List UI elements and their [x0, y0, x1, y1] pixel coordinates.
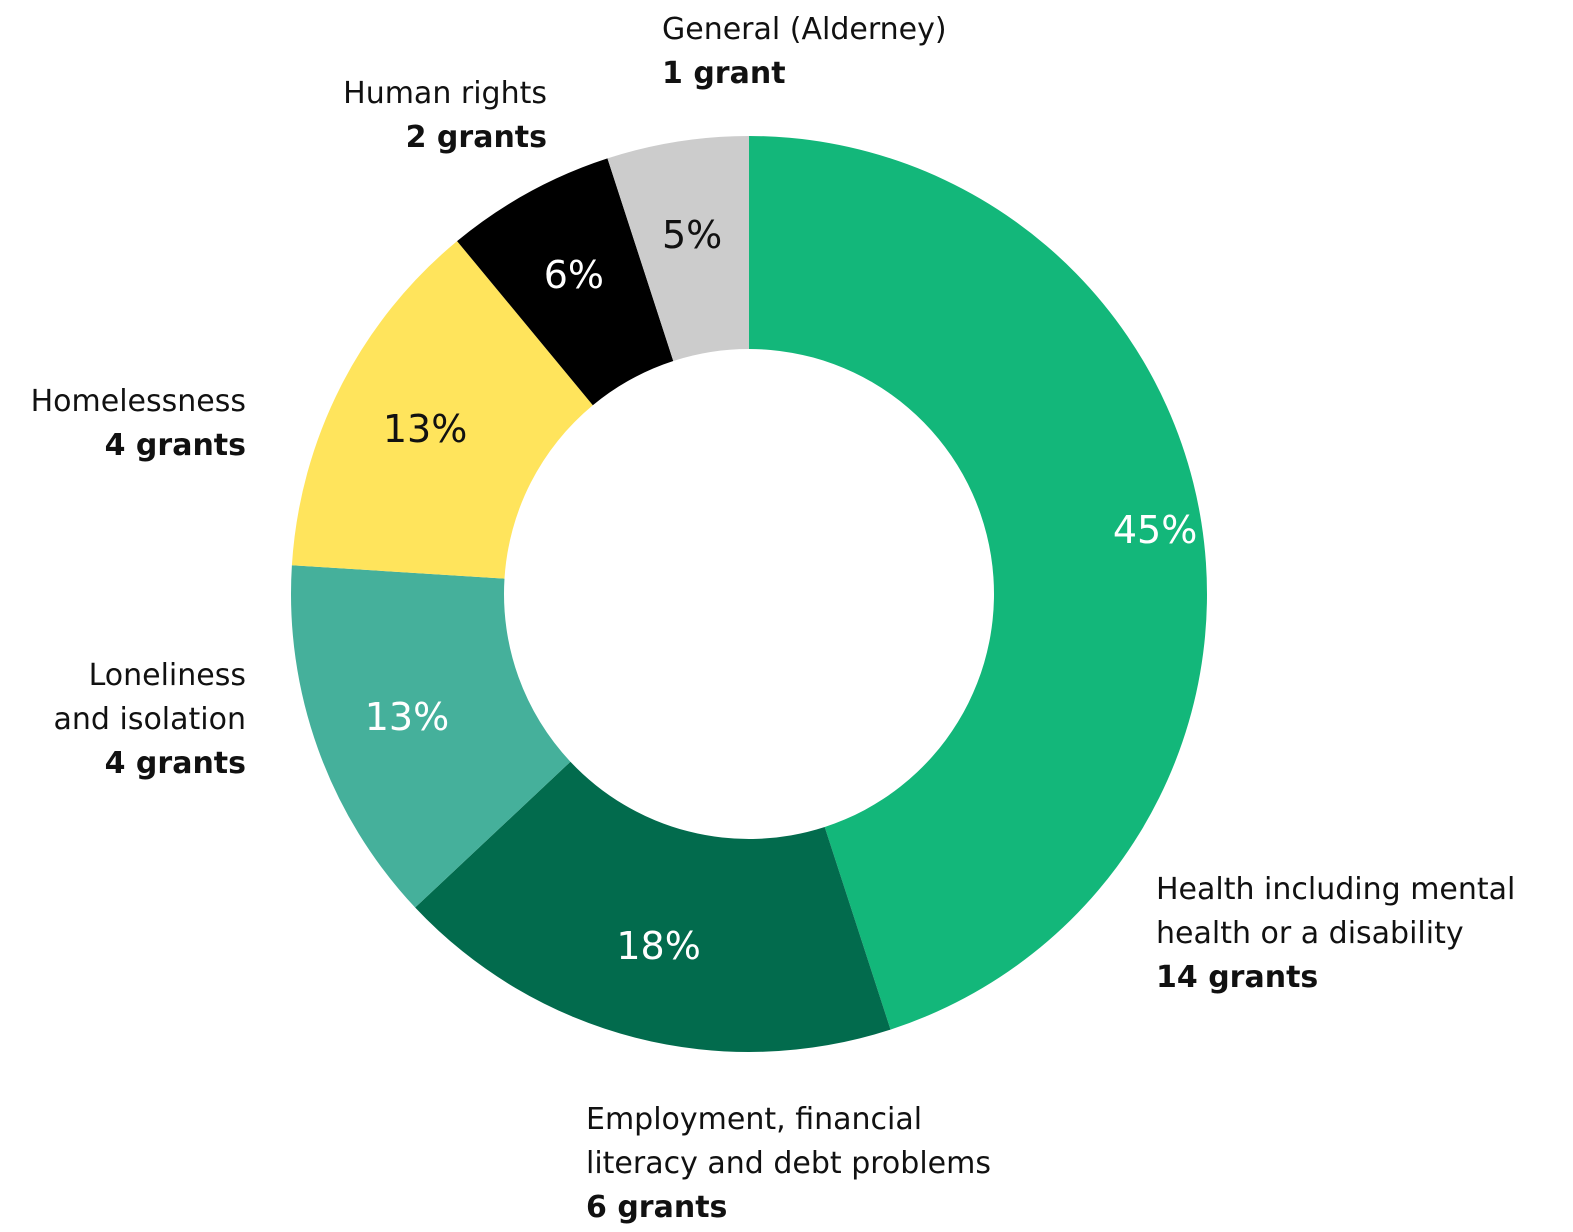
pct-label-general-alderney: 5%: [661, 212, 723, 257]
pct-label-health: 45%: [1112, 507, 1198, 552]
callout-health-count: 14 grants: [1156, 960, 1319, 995]
slice-loneliness: [291, 565, 571, 908]
slice-general-alderney: [607, 136, 749, 361]
callout-employment: Employment, financial literacy and debt …: [586, 1098, 991, 1230]
callout-employment-line-1: Employment, financial: [586, 1102, 923, 1137]
slice-employment: [415, 761, 891, 1052]
callout-loneliness-count: 4 grants: [104, 746, 246, 781]
pct-label-loneliness: 13%: [364, 695, 450, 740]
callout-loneliness-line-1: Loneliness: [88, 658, 246, 693]
callout-homelessness-count: 4 grants: [104, 428, 246, 463]
callout-health-line-1: Health including mental: [1156, 872, 1516, 907]
slice-health: [749, 136, 1207, 1030]
callout-homelessness: Homelessness 4 grants: [31, 380, 246, 468]
callout-health: Health including mental health or a disa…: [1156, 868, 1515, 1000]
pct-label-human-rights: 6%: [543, 253, 605, 298]
callout-employment-count: 6 grants: [586, 1190, 728, 1225]
callout-health-line-2: health or a disability: [1156, 916, 1464, 951]
callout-human-rights: Human rights 2 grants: [343, 72, 547, 160]
callout-general-alderney: General (Alderney) 1 grant: [662, 8, 947, 96]
callout-general-alderney-count: 1 grant: [662, 56, 786, 91]
callout-homelessness-line-1: Homelessness: [30, 384, 246, 419]
pct-label-homelessness: 13%: [382, 406, 468, 451]
callout-loneliness: Loneliness and isolation 4 grants: [54, 654, 246, 786]
slice-human-rights: [457, 158, 674, 406]
callout-employment-line-2: literacy and debt problems: [586, 1146, 991, 1181]
pct-label-employment: 18%: [616, 924, 701, 969]
callout-general-alderney-line-1: General (Alderney): [662, 12, 947, 47]
callout-human-rights-line-1: Human rights: [343, 76, 547, 111]
slice-homelessness: [291, 241, 593, 579]
callout-human-rights-count: 2 grants: [405, 120, 547, 155]
callout-loneliness-line-2: and isolation: [53, 702, 246, 737]
